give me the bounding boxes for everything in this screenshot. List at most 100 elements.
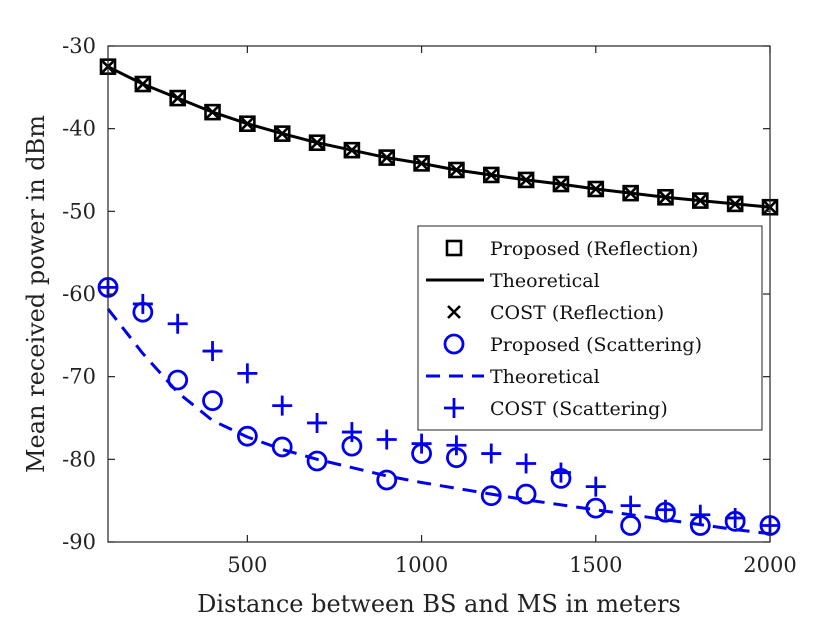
- series-5-point-15: [620, 495, 641, 516]
- y-axis-title: Mean received power in dBm: [22, 115, 50, 473]
- legend: Proposed (Reflection) Theoretical COST (Re…: [417, 225, 763, 431]
- axes-layer: 500 1000 1500 2000 -90 -80 -70 -60 -50 -40 -30: [62, 34, 797, 577]
- legend-label-3: Proposed (Scattering): [490, 334, 702, 356]
- series-5-point-3: [202, 341, 223, 362]
- series-0-point-10: [448, 161, 465, 179]
- series-0-point-5: [273, 125, 291, 142]
- legend-item-4: Theoretical: [426, 366, 600, 388]
- legend-symbol-5: [444, 398, 464, 418]
- series-0-point-12: [517, 171, 535, 189]
- legend-label-2: COST (Reflection): [490, 302, 664, 324]
- series-2-point-17-stroke-b: [693, 193, 708, 208]
- series-2-point-13-stroke-b: [554, 177, 568, 191]
- y-tick-label-3: -60: [62, 282, 96, 306]
- legend-item-3: Proposed (Scattering): [443, 333, 702, 356]
- series-5-point-7: [341, 422, 362, 443]
- series-5-point-6: [307, 412, 328, 433]
- legend-label-5: COST (Scattering): [490, 398, 668, 420]
- series-0-point-7: [343, 141, 361, 159]
- series-2-point-10-stroke-b: [449, 163, 464, 177]
- y-tick-label-2: -70: [62, 365, 96, 389]
- series-2-point-6-stroke-b: [310, 135, 324, 150]
- series-2-point-8-stroke-b: [379, 150, 394, 165]
- series-2-point-14-stroke-b: [588, 182, 603, 196]
- series-5-point-11: [481, 443, 502, 464]
- series-5-point-9: [411, 433, 432, 454]
- series-0-point-1: [134, 75, 152, 93]
- legend-item-2: COST (Reflection): [447, 302, 664, 324]
- series-5-point-8: [376, 429, 397, 450]
- series-2-point-11-stroke-b: [484, 168, 499, 182]
- series-2-point-9-stroke-b: [414, 156, 429, 171]
- y-tick-label-0: -90: [62, 530, 96, 554]
- y-tick-label-5: -40: [62, 117, 96, 141]
- series-3-point-2: [167, 369, 189, 391]
- series-2-point-17: [693, 193, 708, 208]
- series-5-point-1: [132, 293, 153, 314]
- series-5-point-13: [550, 462, 571, 483]
- series-0-point-4: [239, 115, 256, 133]
- series-0-point-2: [169, 89, 186, 107]
- series-3-point-14: [585, 497, 607, 519]
- series-0-point-3: [204, 103, 221, 121]
- series-0-point-18: [726, 195, 744, 213]
- series-2-point-4: [240, 116, 255, 131]
- series-markers-5: [98, 277, 780, 536]
- legend-label-4: Theoretical: [490, 366, 600, 388]
- y-tick-label-1: -80: [62, 447, 96, 471]
- series-3-point-5: [271, 436, 293, 458]
- series-markers-0: [99, 58, 779, 216]
- series-2-point-7-stroke-b: [344, 143, 359, 158]
- y-tick-label-6: -30: [62, 34, 96, 58]
- legend-item-1: Theoretical: [426, 270, 600, 292]
- legend-box: [417, 225, 763, 431]
- series-2-point-10: [449, 163, 464, 177]
- series-2-point-18-stroke-b: [728, 196, 743, 211]
- series-5-point-10: [446, 435, 467, 456]
- series-2-point-15: [623, 186, 638, 201]
- series-0-point-9: [413, 155, 430, 172]
- y-tick-label-4: -50: [62, 199, 96, 223]
- series-3-point-3: [202, 390, 223, 412]
- series-2-point-15-stroke-b: [623, 186, 638, 201]
- series-5-point-4: [237, 363, 258, 384]
- series-3-point-12: [515, 483, 537, 505]
- series-2-point-14: [588, 182, 603, 196]
- legend-label-1: Theoretical: [490, 270, 600, 292]
- legend-item-5: COST (Scattering): [444, 398, 668, 420]
- series-2-point-5-stroke-b: [275, 126, 290, 141]
- series-2-point-12: [519, 173, 534, 187]
- series-2-point-2-stroke-b: [170, 91, 185, 105]
- series-3-point-15: [620, 515, 642, 536]
- series-0-point-15: [622, 184, 639, 202]
- series-3-point-6: [306, 450, 328, 472]
- x-tick-label-3: 2000: [743, 553, 796, 577]
- series-0-point-16: [657, 188, 674, 206]
- series-5-point-5: [272, 395, 293, 416]
- series-2-point-5: [275, 126, 290, 141]
- x-tick-label-2: 1500: [569, 553, 622, 577]
- series-2-point-3: [205, 105, 220, 120]
- legend-symbol-3: [443, 333, 465, 355]
- legend-symbol-2-stroke-b: [447, 305, 461, 319]
- series-2-point-2: [170, 91, 185, 105]
- series-2-point-13: [554, 177, 568, 191]
- series-markers-2: [101, 59, 777, 215]
- x-tick-label-1: 1000: [395, 553, 448, 577]
- series-2-point-16: [658, 190, 673, 205]
- series-5-point-12: [516, 453, 537, 474]
- series-5-point-2: [167, 313, 188, 334]
- legend-label-0: Proposed (Reflection): [490, 238, 698, 260]
- series-2-point-7: [344, 143, 359, 158]
- series-0-point-13: [552, 175, 570, 193]
- legend-symbol-2: [447, 305, 461, 319]
- series-2-point-6: [310, 135, 324, 150]
- series-3-point-11: [480, 485, 502, 507]
- series-3-point-4: [236, 425, 258, 447]
- x-tick-label-0: 500: [227, 553, 267, 577]
- series-2-point-1: [135, 77, 150, 91]
- series-5-point-16: [655, 499, 676, 520]
- series-0-point-8: [378, 149, 396, 166]
